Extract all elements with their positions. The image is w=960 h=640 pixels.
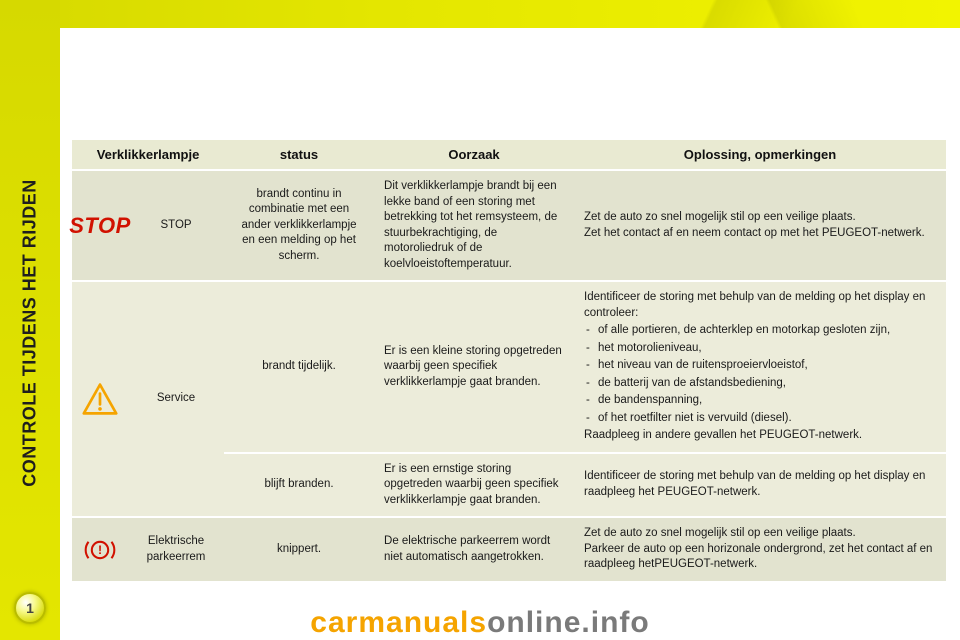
sidebar: CONTROLE TIJDENS HET RIJDEN 1 [0,0,60,640]
solution-cell: Zet de auto zo snel mogelijk stil op een… [574,517,946,582]
list-item: het motorolieniveau, [584,341,936,357]
table-row: STOP STOP brandt continu in combinatie m… [72,170,946,281]
cause-cell: Er is een ernstige storing opgetreden wa… [374,453,574,518]
watermark-part-b: online.info [487,606,650,639]
status-cell: blijft branden. [224,453,374,518]
watermark: carmanualsonline.info [0,606,960,640]
chapter-number: 1 [26,600,34,616]
table-row: Service brandt tijdelijk. Er is een klei… [72,281,946,453]
col-header-cause: Oorzaak [374,140,574,170]
sidebar-label: CONTROLE TIJDENS HET RIJDEN [20,179,41,487]
chapter-badge: 1 [14,592,46,624]
list-item: of het roetfilter niet is vervuild (dies… [584,411,936,427]
top-band: 30 [0,0,960,28]
solution-line: Zet het contact af en neem contact op me… [584,226,936,242]
status-cell: knippert. [224,517,374,582]
table-header-row: Verklikkerlampje status Oorzaak Oplossin… [72,140,946,170]
solution-lead: Identificeer de storing met behulp van d… [584,290,936,321]
list-item: de batterij van de afstandsbediening, [584,376,936,392]
stop-icon: STOP [82,211,118,241]
solution-tail: Raadpleeg in andere gevallen het PEUGEOT… [584,428,936,444]
col-header-status: status [224,140,374,170]
solution-line: Parkeer de auto op een horizonale onderg… [584,542,936,573]
solution-cell: Identificeer de storing met behulp van d… [574,281,946,453]
watermark-part-a: carmanuals [310,606,487,639]
warning-lights-table: Verklikkerlampje status Oorzaak Oplossin… [72,140,946,583]
cause-cell: Er is een kleine storing opgetreden waar… [374,281,574,453]
icon-cell: STOP [72,170,128,281]
col-header-warning-light: Verklikkerlampje [72,140,224,170]
parking-brake-icon: ! [82,535,118,565]
solution-line: Zet de auto zo snel mogelijk stil op een… [584,526,936,542]
list-item: of alle portieren, de achterklep en moto… [584,323,936,339]
cause-cell: Dit verklikkerlampje brandt bij een lekk… [374,170,574,281]
icon-cell: ! [72,517,128,582]
list-item: het niveau van de ruitensproeiervloeisto… [584,358,936,374]
warning-triangle-icon [82,382,118,416]
status-cell: brandt continu in combinatie met een and… [224,170,374,281]
table-row: ! Elektrische parkeerrem knippert. De el… [72,517,946,582]
solution-cell: Identificeer de storing met behulp van d… [574,453,946,518]
solution-line: Zet de auto zo snel mogelijk stil op een… [584,210,936,226]
name-cell: Elektrische parkeerrem [128,517,224,582]
status-cell: brandt tijdelijk. [224,281,374,453]
name-cell: STOP [128,170,224,281]
svg-text:!: ! [98,543,102,557]
solution-list: of alle portieren, de achterklep en moto… [584,323,936,426]
col-header-solution: Oplossing, opmerkingen [574,140,946,170]
solution-cell: Zet de auto zo snel mogelijk stil op een… [574,170,946,281]
cause-cell: De elektrische parkeerrem wordt niet aut… [374,517,574,582]
list-item: de bandenspanning, [584,393,936,409]
name-cell: Service [128,281,224,517]
icon-cell [72,281,128,517]
table-container: Verklikkerlampje status Oorzaak Oplossin… [72,140,946,583]
